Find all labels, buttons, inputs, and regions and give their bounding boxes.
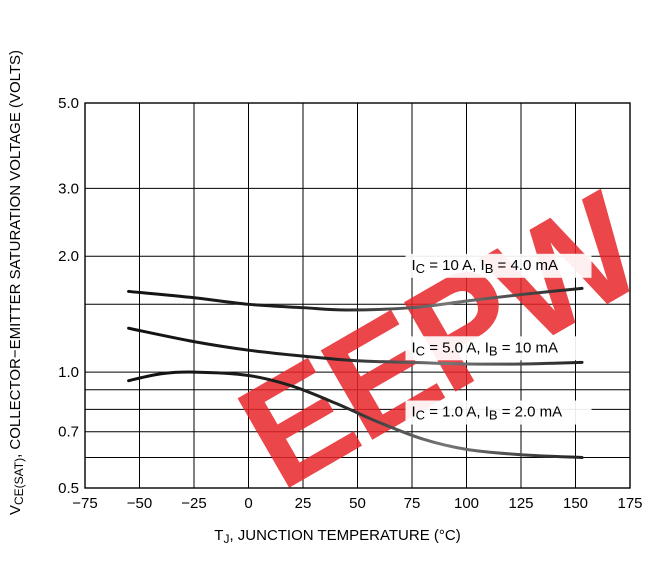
series-curves <box>127 286 584 460</box>
series-label-3: IC = 1.0 A, IB = 2.0 mA <box>412 404 563 423</box>
axis-titles: TJ, JUNCTION TEMPERATURE (°C) VCE(SAT), C… <box>7 50 461 546</box>
y-tick-label: 0.7 <box>58 424 79 441</box>
y-tick-label: 3.0 <box>58 180 79 197</box>
x-tick-label: 50 <box>349 495 366 512</box>
y-tick-label: 2.0 <box>58 248 79 265</box>
tick-labels: −75 −50 −25 0 25 50 75 100 125 150 175 0.5 0.7 1.0 2.0… <box>58 95 642 512</box>
series-label-bg <box>405 400 592 425</box>
y-axis-title: VCE(SAT), COLLECTOR−EMITTER SATURATION V… <box>7 50 26 515</box>
series-line-3 <box>127 370 584 460</box>
x-axis-title: TJ, JUNCTION TEMPERATURE (°C) <box>214 527 460 546</box>
series-line-1 <box>127 286 584 312</box>
x-tick-label: 0 <box>244 495 252 512</box>
x-tick-label: 100 <box>454 495 479 512</box>
x-tick-label: 125 <box>508 495 533 512</box>
series-label-1: IC = 10 A, IB = 4.0 mA <box>412 257 559 276</box>
plot-frame <box>84 102 631 489</box>
series-label-bg <box>405 253 592 278</box>
series-line-2 <box>127 326 584 366</box>
y-tick-label: 5.0 <box>58 95 79 112</box>
x-tick-label: −25 <box>181 495 206 512</box>
y-tick-label: 1.0 <box>58 364 79 381</box>
series-labels: IC = 10 A, IB = 4.0 mA IC = 5.0 A, IB = 1… <box>405 253 592 425</box>
x-tick-label: 175 <box>617 495 642 512</box>
x-tick-label: 25 <box>295 495 312 512</box>
plot-border <box>84 102 631 489</box>
x-tick-label: −75 <box>72 495 97 512</box>
series-label-2: IC = 5.0 A, IB = 10 mA <box>412 339 558 358</box>
x-tick-label: −50 <box>127 495 152 512</box>
y-tick-label: 0.5 <box>58 480 79 497</box>
x-tick-label: 75 <box>404 495 421 512</box>
x-tick-label: 150 <box>563 495 588 512</box>
series-label-bg <box>405 336 592 361</box>
